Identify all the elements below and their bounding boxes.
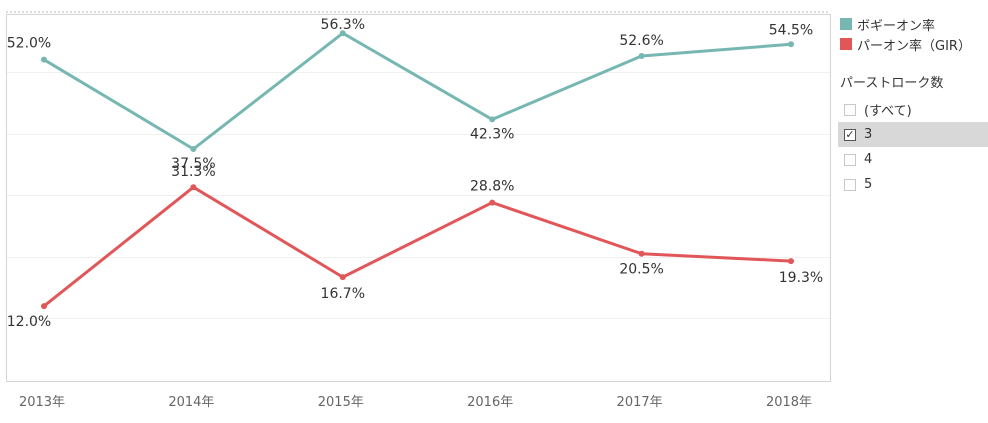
filter-label-4: 4: [864, 152, 873, 167]
legend-swatch-bogey-on: [840, 18, 852, 30]
filter-title: パーストローク数: [840, 76, 944, 91]
data-point[interactable]: [489, 116, 496, 123]
checkbox-3[interactable]: ✓: [844, 127, 856, 141]
data-point[interactable]: [190, 184, 197, 191]
data-label: 54.5%: [769, 22, 813, 38]
data-label: 42.3%: [470, 126, 514, 142]
plot-frame: [6, 14, 831, 382]
data-label: 52.0%: [7, 36, 51, 52]
data-point[interactable]: [41, 56, 47, 63]
x-tick-label: 2013年: [19, 395, 65, 410]
data-label: 12.0%: [7, 314, 51, 330]
legend-panel: ボギーオン率 パーオン率（GIR） パーストローク数 (すべて) ✓ 3 4 5: [838, 14, 988, 197]
x-tick-label: 2015年: [318, 395, 364, 410]
data-label: 16.7%: [321, 286, 365, 302]
x-tick-label: 2016年: [467, 395, 513, 410]
series-line-0: [43, 31, 792, 151]
data-label: 52.6%: [619, 33, 663, 49]
data-point[interactable]: [41, 303, 47, 310]
checkbox-4[interactable]: [844, 153, 856, 166]
line-chart: 2013年 2014年 2015年 2016年 2017年 2018年 52.0% 37.5%…: [6, 11, 831, 410]
filter-item-3[interactable]: ✓ 3: [838, 122, 988, 147]
data-point[interactable]: [489, 199, 496, 206]
data-point[interactable]: [638, 52, 645, 59]
data-point[interactable]: [788, 41, 794, 48]
data-label: 19.3%: [779, 270, 823, 286]
series-line-1: [43, 185, 792, 308]
filter-label-3: 3: [864, 127, 873, 142]
x-tick-label: 2014年: [168, 395, 214, 410]
filter-item-4[interactable]: 4: [838, 147, 988, 172]
filter-label-all: (すべて): [864, 104, 912, 119]
data-label: 56.3%: [321, 17, 365, 33]
filter-item-5[interactable]: 5: [838, 172, 988, 197]
data-label: 20.5%: [619, 262, 663, 278]
checkbox-5[interactable]: [844, 178, 856, 191]
data-point[interactable]: [638, 250, 645, 257]
data-point[interactable]: [339, 30, 346, 37]
x-tick-label: 2018年: [766, 395, 812, 410]
data-point[interactable]: [788, 258, 794, 265]
data-point[interactable]: [190, 146, 197, 152]
data-label: 31.3%: [171, 164, 215, 180]
x-tick-label: 2017年: [617, 395, 663, 410]
legend-item-bogey-on[interactable]: ボギーオン率: [838, 14, 988, 34]
data-label: 28.8%: [470, 179, 514, 195]
legend-swatch-gir: [840, 38, 852, 50]
data-point[interactable]: [339, 274, 346, 281]
data-label: 37.5%: [171, 156, 215, 172]
legend-label-gir: パーオン率（GIR）: [857, 38, 971, 54]
filter-item-all[interactable]: (すべて): [838, 97, 988, 122]
legend-label-bogey-on: ボギーオン率: [857, 18, 936, 34]
filter-label-5: 5: [864, 177, 873, 192]
legend-item-gir[interactable]: パーオン率（GIR）: [838, 34, 988, 54]
checkbox-all[interactable]: [844, 103, 856, 116]
